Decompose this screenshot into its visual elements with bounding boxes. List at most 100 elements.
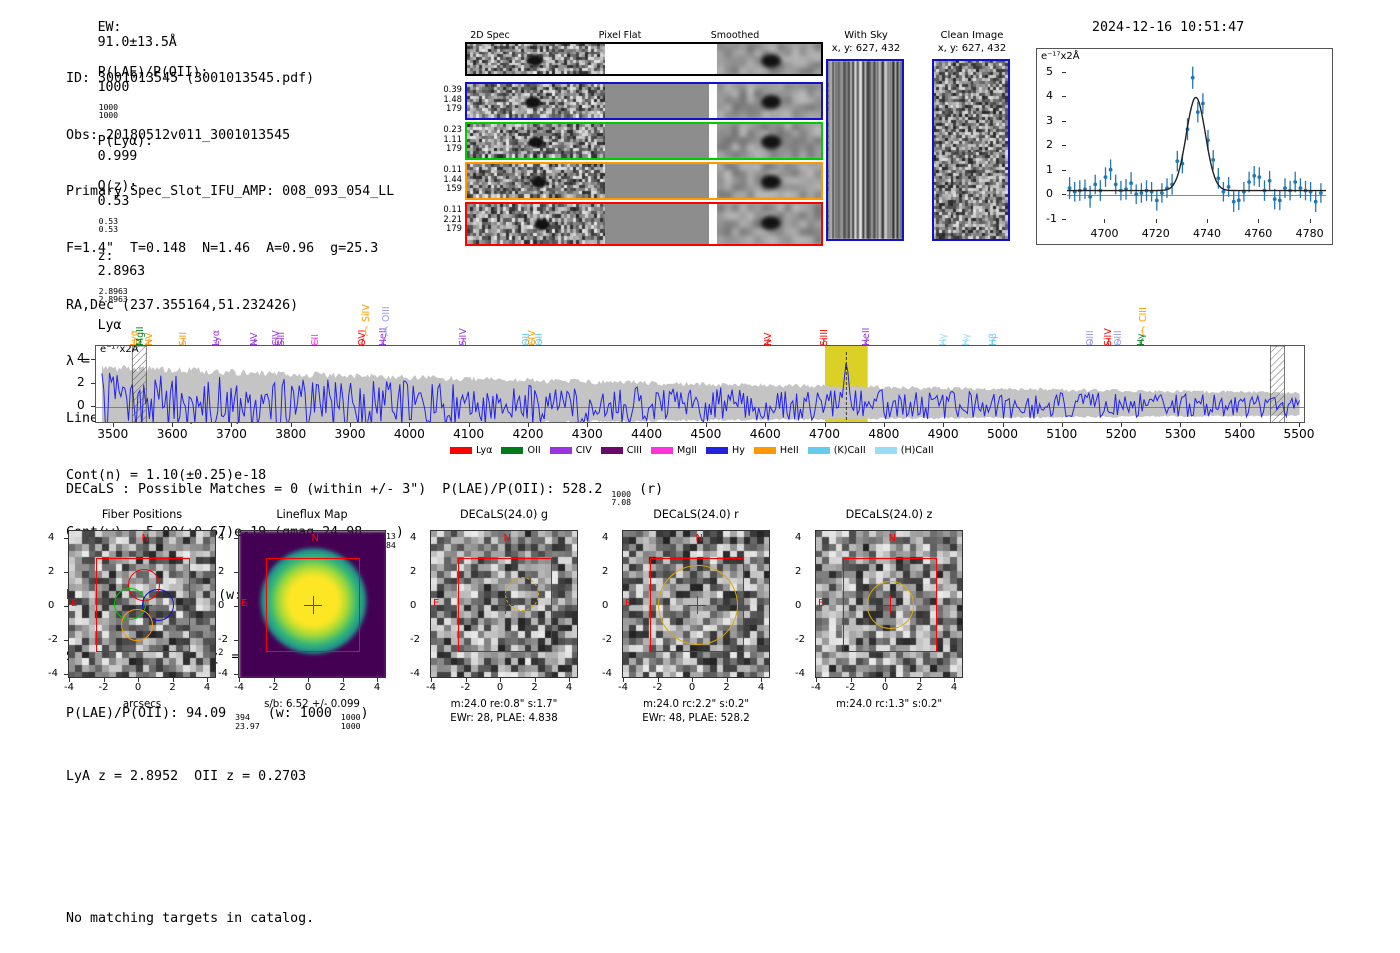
cutout-panel-image: DECaLS(24.0) r N E -4 -2 0 2 4 4 2 0 -2 -4 m:24.0 rc:…	[602, 508, 770, 724]
spectral-line-bracket: {	[863, 338, 870, 349]
compass-north: N	[888, 533, 896, 544]
cell-gap	[709, 84, 718, 118]
cutout-ytick: -4	[795, 668, 805, 679]
linefit-ytick: -1	[1046, 212, 1057, 225]
linefit-ytick-mark	[1062, 219, 1066, 220]
plya-value: 0.999	[97, 149, 138, 165]
cutout-xtick: -4	[426, 682, 436, 693]
linefit-xtick-mark	[1258, 219, 1260, 223]
spectral-line-bracket: {	[1139, 326, 1147, 337]
spectrum-xtick-mark	[231, 423, 233, 427]
cell-gap	[709, 124, 718, 158]
legend-label: OII	[527, 445, 541, 456]
cutout-xtick-mark	[692, 678, 693, 682]
spectrum-xtick-mark	[646, 423, 648, 427]
spectrum-ytick: 4	[77, 351, 85, 366]
legend-label: Hy	[732, 445, 745, 456]
legend-label: CIV	[575, 445, 592, 456]
cutout-xtick: 2	[169, 682, 176, 693]
cutout-ytick: 2	[602, 566, 609, 577]
spectrum-xtick: 4400	[631, 427, 663, 441]
spectral-line-bracket: {	[145, 338, 152, 349]
qz-value: 0.53	[97, 194, 130, 210]
spectrum-xtick-mark	[824, 423, 826, 427]
cutout-ytick-mark	[64, 538, 68, 539]
timestamp: 2024-12-16 10:51:47	[1092, 20, 1245, 35]
z-range: 2.8963 2.8963	[98, 285, 128, 304]
cutout-xtick-mark	[138, 678, 139, 682]
linefit-ytick: 5	[1046, 64, 1053, 78]
spectral-line-bracket: {	[764, 338, 772, 349]
cell-smoothed	[717, 84, 821, 118]
legend-label: Lyα	[476, 445, 493, 456]
cutout-xtick-mark	[885, 678, 886, 682]
param-redshifts: LyA z = 2.8952 OII z = 0.2703	[66, 768, 307, 784]
cutout-xtick-mark	[273, 678, 275, 682]
legend-label: (K)CaII	[833, 445, 866, 456]
cutout-xtick: -2	[460, 682, 471, 693]
compass-east: E	[818, 597, 825, 609]
legend-item: (H)CaII	[874, 445, 934, 456]
spectrum-xtick-mark	[1180, 423, 1182, 427]
cutout-panel-title: DECaLS(24.0) g	[460, 508, 548, 521]
compass-east: E	[625, 597, 632, 609]
cutout-xtick: 2	[339, 682, 346, 693]
spectral-line-bracket: {	[359, 338, 366, 349]
cutout-xtick-mark	[207, 678, 208, 682]
spectrum-units: e⁻¹⁷x2Å	[100, 345, 139, 355]
cutout-title-text: With Sky	[844, 30, 888, 41]
center-crosshair-v	[505, 596, 507, 614]
spectrum-xtick: 4100	[453, 427, 485, 441]
spectral-line-bracket: {	[940, 338, 947, 349]
cell-2dspec	[467, 204, 606, 244]
2d-spectra-panel: 2D Spec Pixel Flat Smoothed Weighted Sum…	[430, 30, 856, 250]
photometric-aperture	[867, 581, 915, 629]
cutout-ytick: -2	[602, 634, 612, 645]
plae-value: 1000	[97, 80, 130, 95]
spectral-line-bracket: {	[459, 338, 467, 349]
spectrum-xtick: 4200	[512, 427, 544, 441]
cutout-xtick-mark	[761, 678, 762, 682]
cutout-ytick-mark	[234, 572, 238, 573]
cutout-ytick: 2	[410, 566, 417, 577]
cutout-ytick: 0	[410, 600, 417, 611]
legend-item: CIV	[549, 445, 592, 456]
cutout-panel-image: DECaLS(24.0) g N E -4 -2 0 2 4 4 2 0 -2 -4 m:24.0 re:…	[410, 508, 578, 724]
cutout-caption: arcsecs	[122, 699, 162, 710]
cutout-ytick: -4	[410, 668, 420, 679]
cutout-xtick-mark	[919, 678, 921, 682]
spectrum-xtick: 3700	[215, 427, 247, 441]
linefit-xtick-mark	[1155, 219, 1157, 223]
cutout-ytick-mark	[64, 572, 68, 573]
legend-swatch	[650, 447, 673, 454]
legend-label: HeII	[779, 445, 799, 456]
spectrum-ytick-mark	[91, 406, 95, 408]
cutout-xtick: -2	[652, 682, 663, 693]
cutout-caption: m:24.0 rc:2.2" s:0.2"	[642, 699, 750, 710]
legend-item: HeII	[753, 445, 799, 456]
spectrum-xtick-mark	[527, 423, 529, 427]
spectrum-xtick-mark	[705, 423, 707, 427]
cell-smoothed	[717, 124, 821, 158]
col-title-smoothed: Smoothed	[710, 30, 760, 41]
spectrum-xtick-mark	[765, 423, 767, 427]
linefit-xtick: 4780	[1295, 227, 1324, 240]
decals-header: DECaLS : Possible Matches = 0 (within +/…	[66, 482, 664, 508]
cutout-xtick: 4	[565, 682, 573, 693]
cell-pixelflat	[605, 124, 710, 158]
cutout-xtick-mark	[850, 678, 852, 682]
spectral-line-bracket: {	[213, 338, 220, 349]
2d-spec-row	[465, 202, 823, 246]
param-seeing: F=1.4" T=0.148 N=1.46 A=0.96 g=25.3	[66, 240, 379, 256]
cell-smoothed	[717, 44, 821, 74]
linefit-xtick: 4760	[1244, 227, 1273, 240]
spectral-line-bracket: {	[535, 338, 543, 349]
qz-label: Q(z):	[97, 179, 138, 195]
cutout-ytick-mark	[234, 674, 238, 675]
